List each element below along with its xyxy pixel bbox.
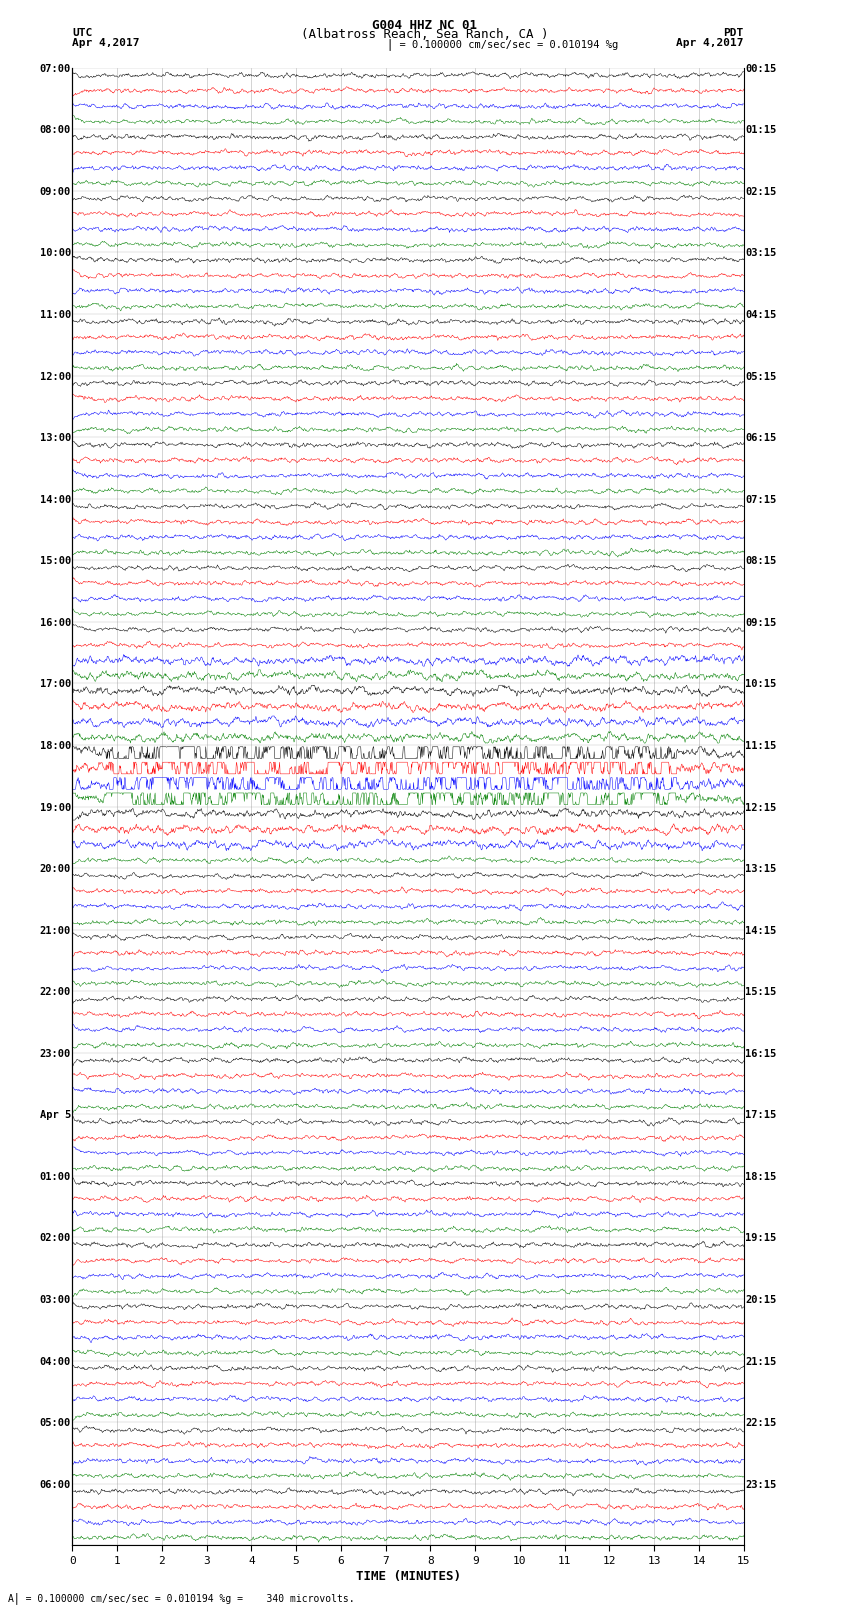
- Text: G004 HHZ NC 01: G004 HHZ NC 01: [372, 18, 478, 32]
- Text: PDT: PDT: [723, 29, 744, 39]
- X-axis label: TIME (MINUTES): TIME (MINUTES): [355, 1569, 461, 1582]
- Text: UTC: UTC: [72, 29, 93, 39]
- Text: (Albatross Reach, Sea Ranch, CA ): (Albatross Reach, Sea Ranch, CA ): [301, 29, 549, 42]
- Text: A⎮ = 0.100000 cm/sec/sec = 0.010194 %g =    340 microvolts.: A⎮ = 0.100000 cm/sec/sec = 0.010194 %g =…: [8, 1592, 355, 1603]
- Text: Apr 4,2017: Apr 4,2017: [677, 37, 744, 48]
- Text: ⎮ = 0.100000 cm/sec/sec = 0.010194 %g: ⎮ = 0.100000 cm/sec/sec = 0.010194 %g: [387, 37, 618, 50]
- Text: Apr 4,2017: Apr 4,2017: [72, 37, 139, 48]
